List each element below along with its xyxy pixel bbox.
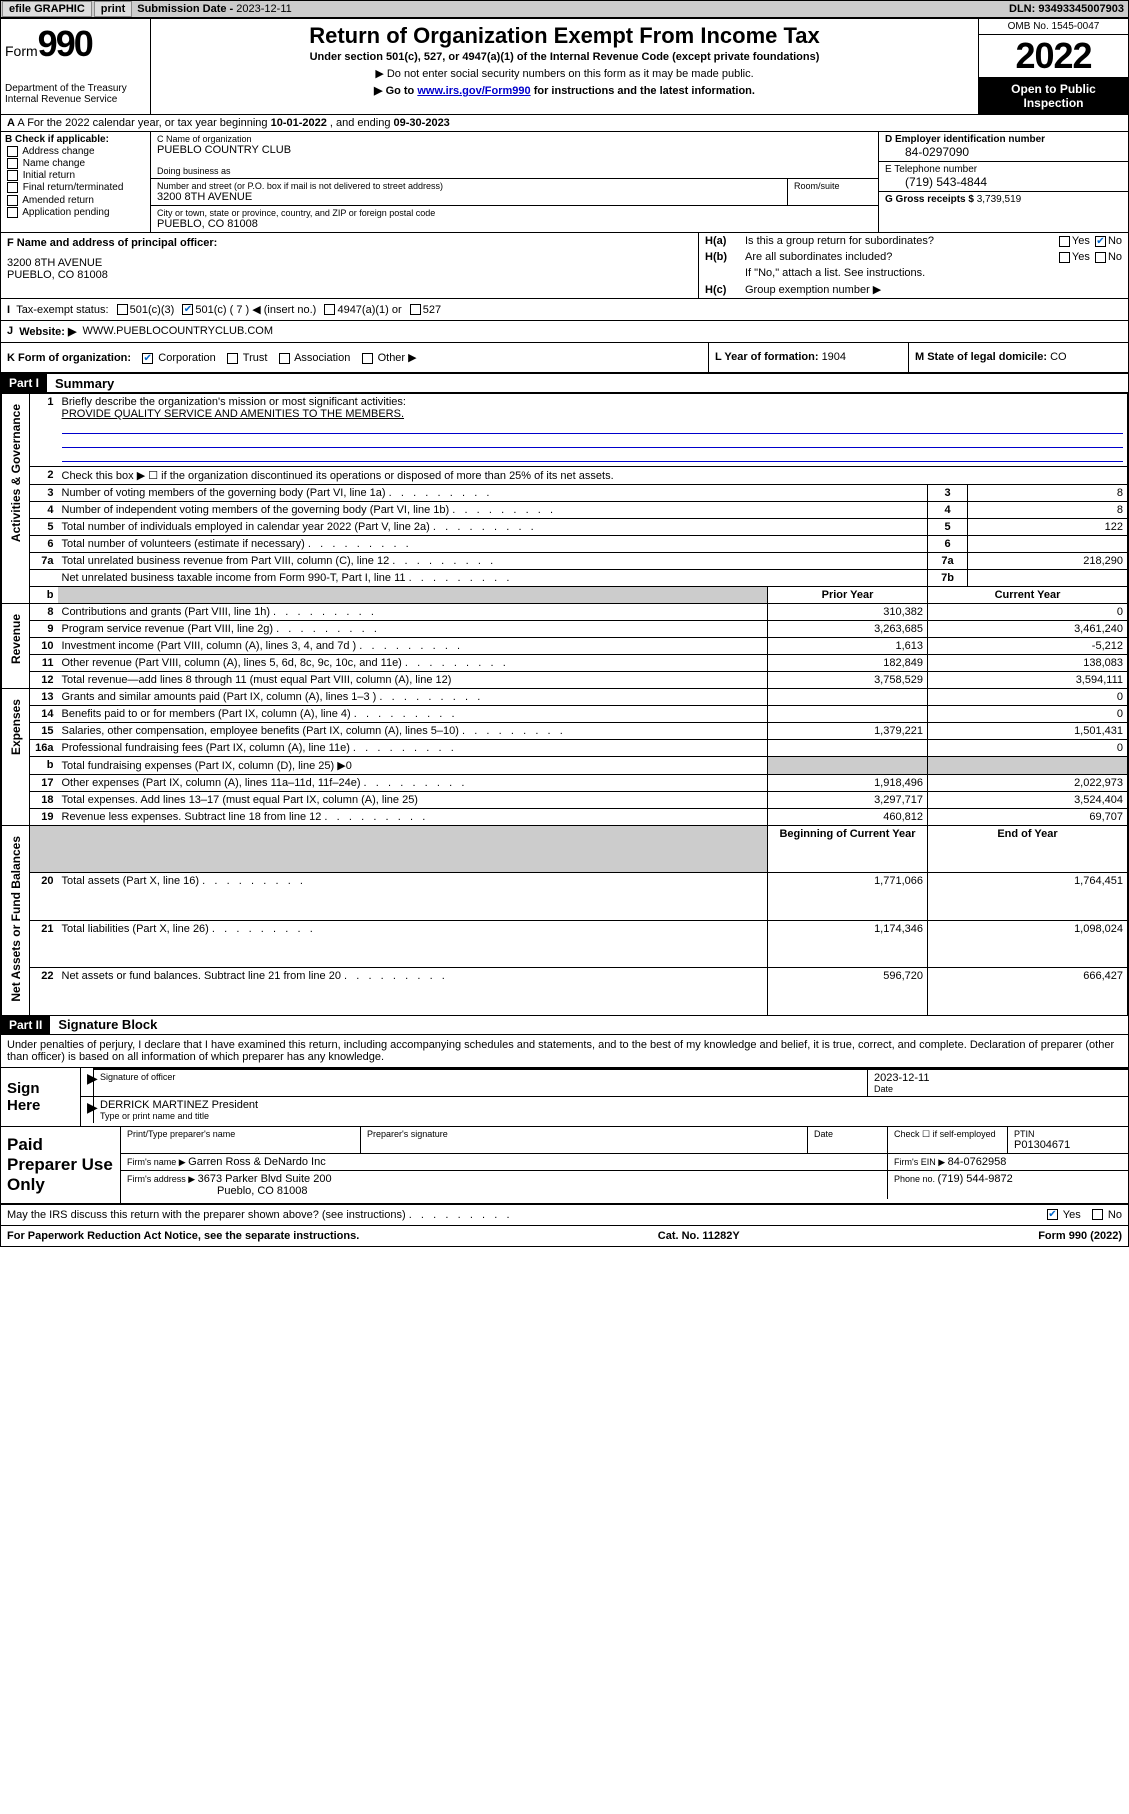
- chk-name-change[interactable]: Name change: [5, 158, 146, 169]
- officer-name: DERRICK MARTINEZ President: [100, 1099, 1122, 1111]
- form-number: Form990: [5, 23, 146, 65]
- city-block: City or town, state or province, country…: [151, 206, 878, 232]
- firm-address: 3673 Parker Blvd Suite 200: [198, 1173, 332, 1185]
- irs-link[interactable]: www.irs.gov/Form990: [417, 85, 530, 97]
- dln: DLN: 93493345007903: [1009, 3, 1128, 15]
- h-b-note: If "No," attach a list. See instructions…: [699, 265, 1128, 281]
- sign-here-label: Sign Here: [1, 1068, 81, 1126]
- row-k-form-org: K Form of organization: Corporation Trus…: [1, 343, 1128, 374]
- self-employed-check[interactable]: Check ☐ if self-employed: [888, 1127, 1008, 1153]
- col-c-org-info: C Name of organization PUEBLO COUNTRY CL…: [151, 132, 878, 232]
- side-label-net-assets: Net Assets or Fund Balances: [2, 826, 30, 1016]
- gross-receipts: G Gross receipts $ 3,739,519: [879, 192, 1128, 207]
- row-j-website: J Website: ▶ WWW.PUEBLOCOUNTRYCLUB.COM: [1, 321, 1128, 343]
- part-ii-header: Part II Signature Block: [1, 1016, 1128, 1035]
- signature-section: Under penalties of perjury, I declare th…: [1, 1035, 1128, 1225]
- org-name-block: C Name of organization PUEBLO COUNTRY CL…: [151, 132, 878, 179]
- dept-label: Department of the Treasury: [5, 83, 146, 94]
- firm-name: Garren Ross & DeNardo Inc: [188, 1156, 326, 1168]
- form-header: Form990 Department of the Treasury Inter…: [1, 19, 1128, 115]
- street-address: Number and street (or P.O. box if mail i…: [151, 179, 788, 205]
- col-d-ein-phone: D Employer identification number 84-0297…: [878, 132, 1128, 232]
- side-label-governance: Activities & Governance: [2, 394, 30, 604]
- firm-ein: 84-0762958: [948, 1156, 1007, 1168]
- side-label-revenue: Revenue: [2, 604, 30, 689]
- year-formation: L Year of formation: 1904: [708, 343, 908, 372]
- mission-text: PROVIDE QUALITY SERVICE AND AMENITIES TO…: [62, 408, 405, 420]
- h-a-group-return: H(a) Is this a group return for subordin…: [699, 233, 1128, 249]
- header-left: Form990 Department of the Treasury Inter…: [1, 19, 151, 114]
- phone-block: E Telephone number (719) 543-4844: [879, 162, 1128, 192]
- chk-address-change[interactable]: Address change: [5, 146, 146, 157]
- summary-table: Activities & Governance 1 Briefly descri…: [1, 393, 1128, 1016]
- perjury-declaration: Under penalties of perjury, I declare th…: [1, 1035, 1128, 1068]
- principal-officer: F Name and address of principal officer:…: [1, 233, 698, 298]
- form-footer: For Paperwork Reduction Act Notice, see …: [1, 1225, 1128, 1246]
- room-suite: Room/suite: [788, 179, 878, 205]
- chk-application-pending[interactable]: Application pending: [5, 207, 146, 218]
- ein-value: 84-0297090: [885, 145, 1122, 159]
- state-domicile: M State of legal domicile: CO: [908, 343, 1128, 372]
- ptin-value: P01304671: [1014, 1139, 1122, 1151]
- print-button[interactable]: print: [94, 1, 132, 17]
- efile-label: efile GRAPHIC: [2, 1, 92, 17]
- submission-date: Submission Date - 2023-12-11: [133, 3, 295, 15]
- note-link: ▶ Go to www.irs.gov/Form990 for instruct…: [159, 84, 970, 97]
- part-i-header: Part I Summary: [1, 374, 1128, 393]
- note-ssn: ▶ Do not enter social security numbers o…: [159, 67, 970, 80]
- form-title: Return of Organization Exempt From Incom…: [159, 23, 970, 49]
- header-right: OMB No. 1545-0047 2022 Open to Public In…: [978, 19, 1128, 114]
- firm-phone: (719) 544-9872: [938, 1173, 1013, 1185]
- col-h-group: H(a) Is this a group return for subordin…: [698, 233, 1128, 298]
- col-b-checkboxes: B Check if applicable: Address change Na…: [1, 132, 151, 232]
- may-irs-discuss: May the IRS discuss this return with the…: [1, 1204, 1128, 1225]
- row-fgh: F Name and address of principal officer:…: [1, 233, 1128, 299]
- omb-number: OMB No. 1545-0047: [979, 19, 1128, 35]
- sign-here-row: Sign Here ▶ Signature of officer 2023-12…: [1, 1068, 1128, 1127]
- org-name: PUEBLO COUNTRY CLUB: [157, 144, 872, 156]
- section-bcd: B Check if applicable: Address change Na…: [1, 132, 1128, 233]
- row-a-tax-year: A A For the 2022 calendar year, or tax y…: [1, 115, 1128, 132]
- tax-year: 2022: [979, 35, 1128, 78]
- side-label-expenses: Expenses: [2, 689, 30, 826]
- sig-date: 2023-12-11: [874, 1072, 1122, 1084]
- paperwork-notice: For Paperwork Reduction Act Notice, see …: [7, 1230, 359, 1242]
- h-c-exemption: H(c) Group exemption number ▶: [699, 281, 1128, 298]
- chk-final-return[interactable]: Final return/terminated: [5, 182, 146, 193]
- irs-label: Internal Revenue Service: [5, 94, 146, 105]
- open-public-badge: Open to Public Inspection: [979, 78, 1128, 114]
- chk-initial-return[interactable]: Initial return: [5, 170, 146, 181]
- chk-amended[interactable]: Amended return: [5, 195, 146, 206]
- phone-value: (719) 543-4844: [885, 175, 1122, 189]
- form-container: Form990 Department of the Treasury Inter…: [0, 18, 1129, 1247]
- col-b-label: B Check if applicable:: [5, 134, 146, 145]
- cat-number: Cat. No. 11282Y: [658, 1230, 740, 1242]
- form-subtitle: Under section 501(c), 527, or 4947(a)(1)…: [159, 51, 970, 63]
- paid-preparer-row: Paid Preparer Use Only Print/Type prepar…: [1, 1127, 1128, 1204]
- website-value: WWW.PUEBLOCOUNTRYCLUB.COM: [83, 325, 273, 338]
- ein-block: D Employer identification number 84-0297…: [879, 132, 1128, 162]
- paid-preparer-label: Paid Preparer Use Only: [1, 1127, 121, 1203]
- form-ref: Form 990 (2022): [1038, 1230, 1122, 1242]
- header-center: Return of Organization Exempt From Incom…: [151, 19, 978, 114]
- row-i-tax-status: I Tax-exempt status: 501(c)(3) 501(c) ( …: [1, 299, 1128, 321]
- top-bar: efile GRAPHIC print Submission Date - 20…: [0, 0, 1129, 18]
- h-b-subordinates: H(b) Are all subordinates included? Yes …: [699, 249, 1128, 265]
- line-2: Check this box ▶ ☐ if the organization d…: [58, 467, 1128, 485]
